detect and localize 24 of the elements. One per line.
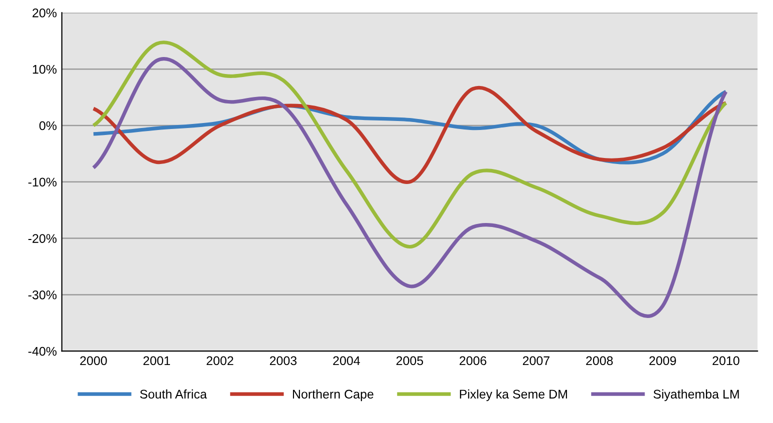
y-tick-label: 10% bbox=[32, 64, 57, 74]
legend-label: Northern Cape bbox=[292, 389, 374, 402]
x-tick-label: 2008 bbox=[586, 356, 613, 366]
y-tick-label: 20% bbox=[32, 8, 57, 18]
y-tick-label: -30% bbox=[28, 290, 57, 300]
x-tick-label: 2009 bbox=[649, 356, 676, 366]
legend-label: South Africa bbox=[140, 389, 207, 399]
line-series bbox=[92, 86, 728, 184]
x-tick-label: 2004 bbox=[333, 356, 360, 366]
x-tick-label: 2006 bbox=[460, 356, 486, 366]
legend-label: Siyathemba LM bbox=[654, 389, 739, 402]
line-series bbox=[92, 40, 728, 249]
legend-label: Pixley ka Seme DM bbox=[460, 389, 567, 402]
x-tick-label: 2007 bbox=[522, 356, 550, 366]
x-tick-label: 2002 bbox=[206, 356, 234, 366]
x-tick-label: 2001 bbox=[143, 356, 170, 366]
x-tick-label: 2000 bbox=[80, 356, 107, 366]
y-tick-label: -20% bbox=[28, 234, 57, 243]
y-tick-label: 0% bbox=[39, 121, 57, 130]
x-tick-label: 2003 bbox=[270, 356, 297, 366]
x-tick-label: 2010 bbox=[712, 356, 740, 366]
x-tick-label: 2005 bbox=[396, 356, 424, 366]
y-tick-label: -40% bbox=[28, 346, 57, 356]
y-tick-label: -10% bbox=[28, 178, 57, 187]
